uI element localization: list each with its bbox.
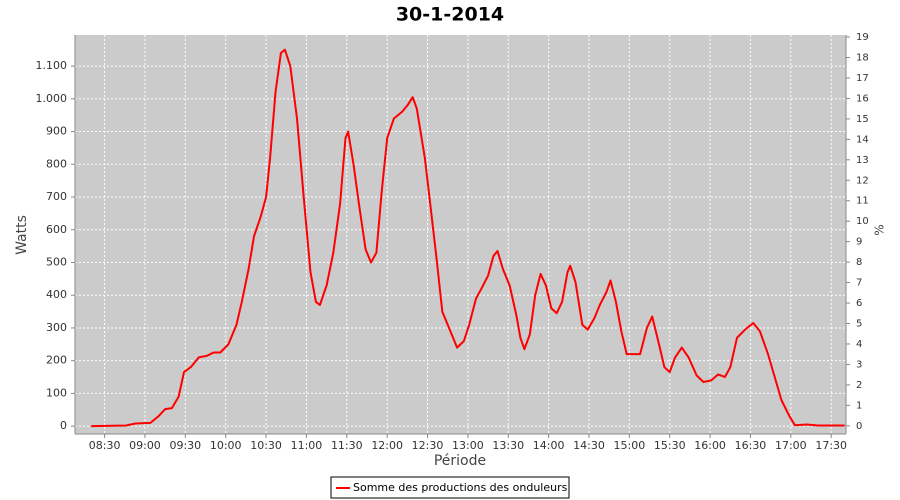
y2-tick-label: 2 [856, 380, 862, 391]
y2-tick-label: 12 [856, 175, 869, 186]
y-tick-label: 300 [46, 321, 67, 334]
x-tick-label: 13:00 [452, 439, 484, 452]
y-tick-label: 800 [46, 157, 67, 170]
y2-tick-label: 13 [856, 155, 869, 166]
y2-tick-label: 9 [856, 237, 862, 248]
x-tick-label: 11:00 [291, 439, 323, 452]
y2-tick-label: 8 [856, 257, 862, 268]
y2-tick-label: 4 [856, 339, 862, 350]
x-tick-label: 14:30 [573, 439, 605, 452]
y2-tick-label: 10 [856, 216, 869, 227]
plot-area [75, 35, 846, 434]
y-tick-label: 1.000 [36, 92, 68, 105]
y2-tick-label: 3 [856, 359, 862, 370]
y2-tick-label: 17 [856, 73, 869, 84]
y2-tick-label: 15 [856, 114, 869, 125]
y2-tick-label: 0 [856, 421, 862, 432]
x-tick-label: 09:30 [169, 439, 201, 452]
x-tick-label: 15:30 [654, 439, 686, 452]
y2-tick-label: 18 [856, 53, 869, 64]
chart-title: 30-1-2014 [396, 4, 504, 26]
y-tick-label: 1.100 [36, 59, 68, 72]
x-tick-label: 16:00 [694, 439, 726, 452]
y-tick-label: 900 [46, 125, 67, 138]
x-tick-label: 10:00 [210, 439, 242, 452]
y-tick-label: 200 [46, 354, 67, 367]
x-tick-label: 12:30 [412, 439, 444, 452]
series-line [91, 48, 845, 428]
x-tick-label: 11:30 [331, 439, 363, 452]
y-tick-label: 400 [46, 288, 67, 301]
x-axis-label: Période [434, 453, 486, 469]
y-axis-label: Watts [14, 215, 30, 255]
y-tick-label: 700 [46, 190, 67, 203]
y2-tick-label: 16 [856, 93, 869, 104]
y-tick-label: 0 [60, 419, 67, 432]
x-tick-label: 08:30 [89, 439, 121, 452]
y2-tick-label: 1 [856, 400, 862, 411]
y2-axis-label: % [873, 224, 887, 235]
y2-tick-label: 11 [856, 196, 869, 207]
x-tick-label: 09:00 [129, 439, 161, 452]
x-tick-label: 12:00 [371, 439, 403, 452]
y-tick-label: 500 [46, 255, 67, 268]
x-tick-label: 15:00 [614, 439, 646, 452]
x-tick-label: 16:30 [735, 439, 767, 452]
y2-tick-label: 5 [856, 319, 862, 330]
y-tick-label: 600 [46, 223, 67, 236]
y2-tick-label: 7 [856, 278, 862, 289]
y2-tick-label: 14 [856, 134, 869, 145]
y2-tick-label: 19 [856, 32, 869, 43]
legend [330, 476, 570, 499]
legend-label: Somme des productions des onduleurs [353, 481, 568, 494]
x-tick-label: 14:00 [533, 439, 565, 452]
y2-tick-label: 6 [856, 298, 862, 309]
y-tick-label: 100 [46, 386, 67, 399]
x-tick-label: 13:30 [492, 439, 524, 452]
x-tick-label: 17:30 [815, 439, 847, 452]
x-tick-label: 17:00 [775, 439, 807, 452]
x-tick-label: 10:30 [250, 439, 282, 452]
